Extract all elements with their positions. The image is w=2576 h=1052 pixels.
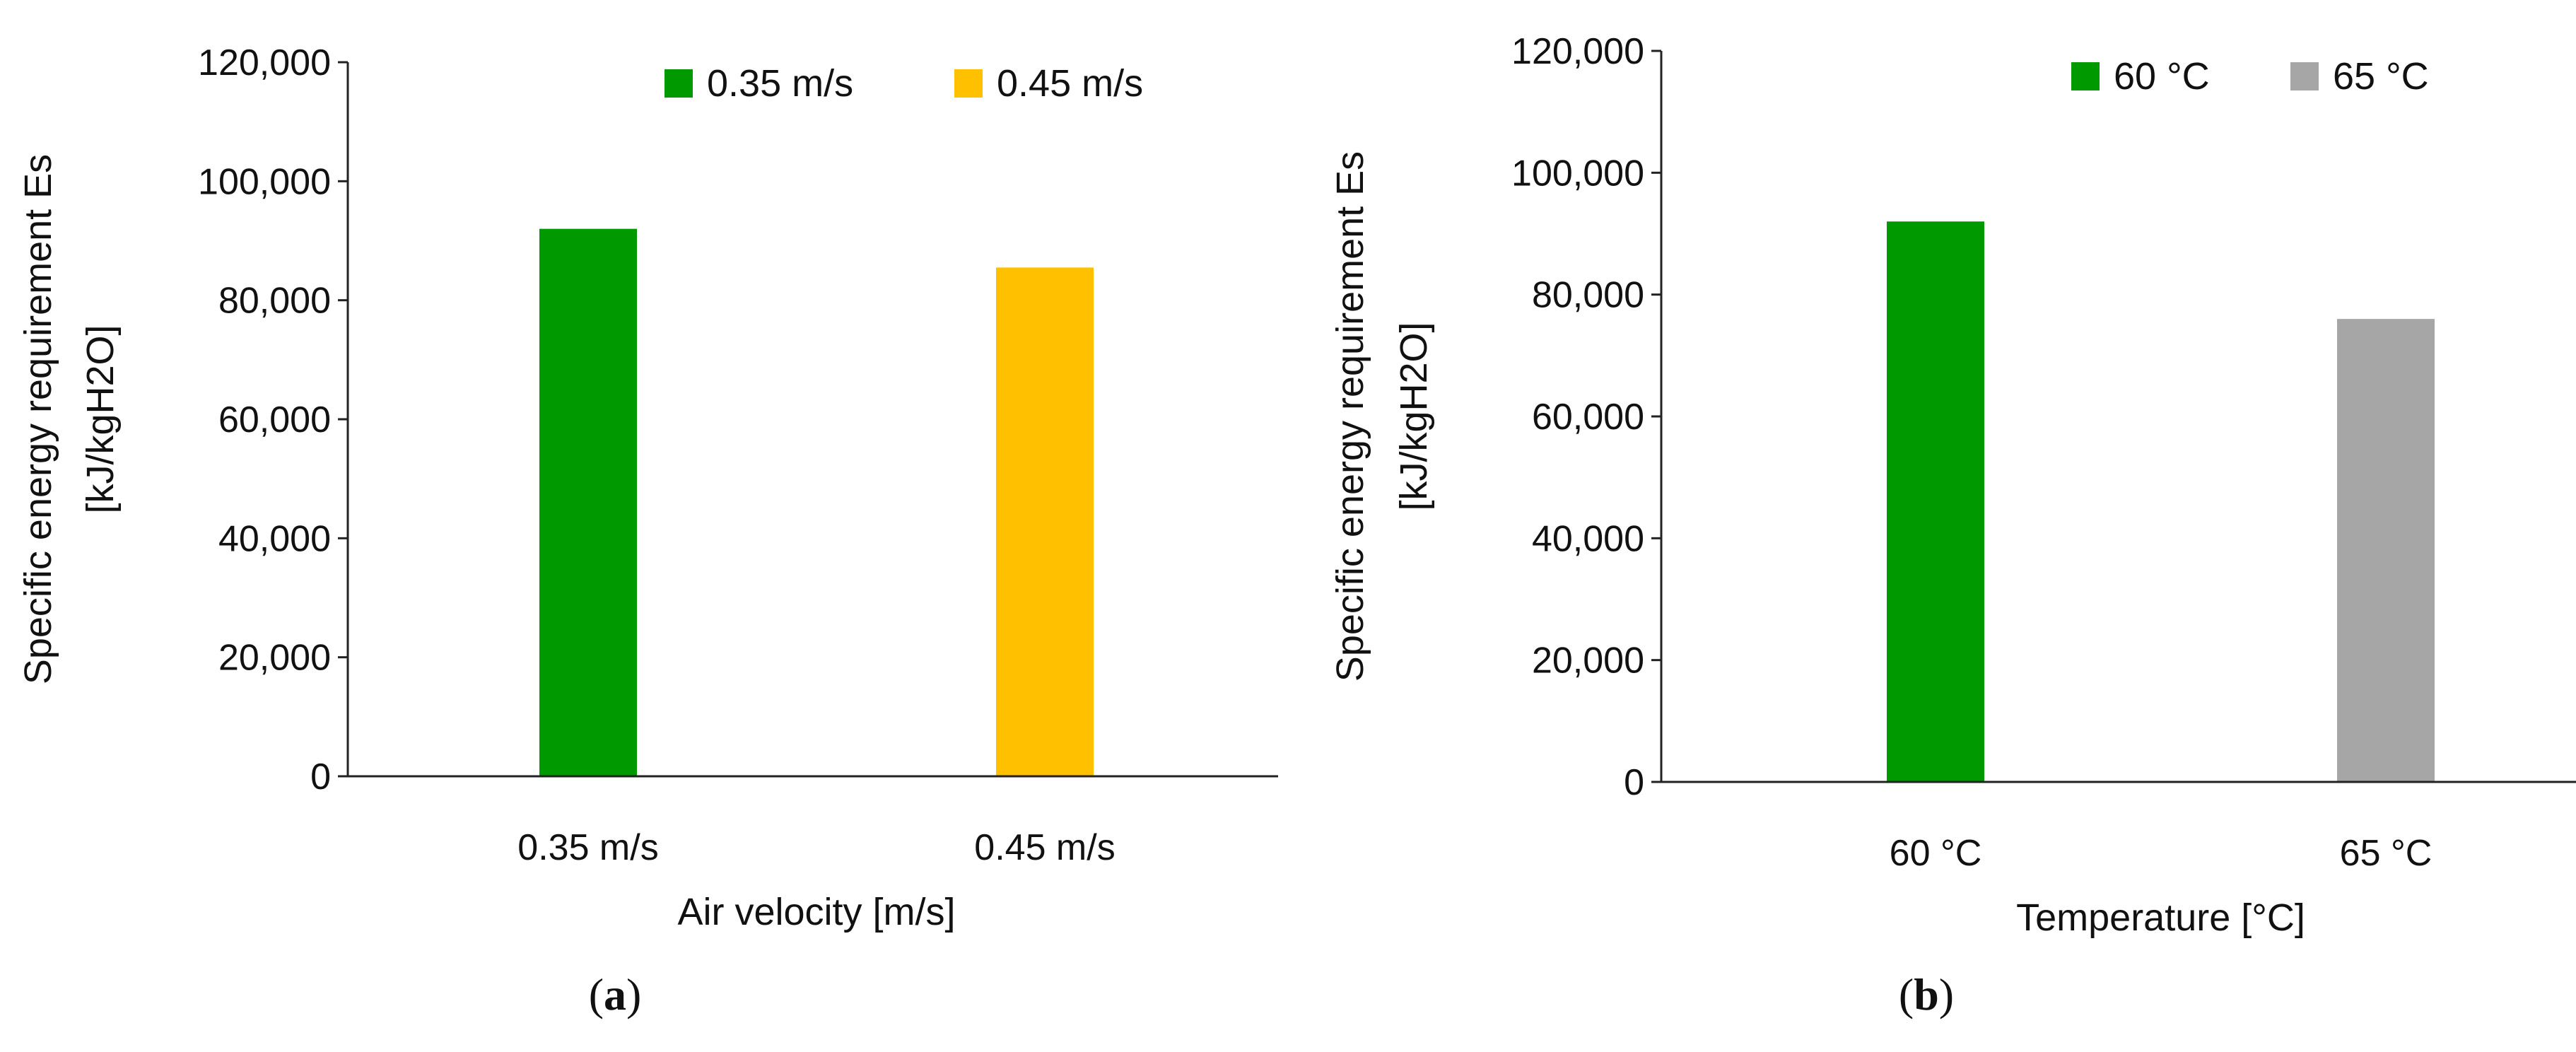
y-axis-title-line-2: [kJ/kgH2O] <box>1393 322 1435 510</box>
x-tick-label: 0.35 m/s <box>517 827 658 868</box>
legend-swatch <box>665 69 693 98</box>
x-tick-labels-b: 60 °C 65 °C <box>1890 833 2432 874</box>
bar <box>2337 319 2435 783</box>
legend-swatch <box>2290 62 2319 90</box>
y-tick-labels-a: 0 20,000 40,000 60,000 80,000 100,000 12… <box>198 42 331 797</box>
y-axis-title-line-1: Specific energy requirement Es <box>1329 151 1371 682</box>
y-axis-title-line-2: [kJ/kgH2O] <box>79 325 122 513</box>
y-tick-label: 0 <box>310 756 331 797</box>
y-tick-marks-a <box>338 61 348 778</box>
legend-swatch <box>2071 62 2100 90</box>
legend-swatch <box>954 69 983 98</box>
chart-panel-b: 0 20,000 40,000 60,000 80,000 100,000 12… <box>1329 31 2576 1019</box>
legend-a: 0.35 m/s 0.45 m/s <box>665 62 1143 105</box>
panel-label-a: (a) <box>589 969 642 1019</box>
legend-label: 65 °C <box>2333 55 2429 98</box>
panel-label-close: ) <box>626 969 641 1019</box>
y-tick-label: 40,000 <box>218 518 331 559</box>
y-tick-label: 120,000 <box>1511 31 1644 72</box>
y-tick-marks-b <box>1651 49 1661 783</box>
chart-panel-a: 0 20,000 40,000 60,000 80,000 100,000 12… <box>17 42 1278 1019</box>
legend-label: 0.35 m/s <box>707 62 853 105</box>
y-tick-label: 100,000 <box>1511 153 1644 194</box>
panel-label-letter: a <box>604 969 626 1019</box>
legend-label: 0.45 m/s <box>997 62 1143 105</box>
y-tick-label: 60,000 <box>218 399 331 440</box>
y-tick-label: 80,000 <box>218 281 331 322</box>
y-axis-title-b: Specific energy requirement Es [kJ/kgH2O… <box>1329 151 1435 682</box>
x-axis-title-a: Air velocity [m/s] <box>677 891 955 933</box>
y-tick-label: 80,000 <box>1532 275 1644 316</box>
y-tick-label: 20,000 <box>218 638 331 679</box>
y-tick-label: 120,000 <box>198 42 331 83</box>
y-tick-label: 20,000 <box>1532 641 1644 682</box>
bar <box>1887 221 1984 782</box>
panel-label-b: (b) <box>1899 969 1954 1019</box>
legend-label: 60 °C <box>2114 55 2210 98</box>
x-tick-labels-a: 0.35 m/s 0.45 m/s <box>517 827 1115 868</box>
panel-label-letter: b <box>1914 969 1939 1019</box>
bars-b <box>1887 221 2435 783</box>
y-tick-labels-b: 0 20,000 40,000 60,000 80,000 100,000 12… <box>1511 31 1644 803</box>
y-axis-title-line-1: Specific energy requirement Es <box>17 154 59 684</box>
x-axis-title-b: Temperature [°C] <box>2016 896 2305 939</box>
bars-a <box>539 228 1094 777</box>
legend-b: 60 °C 65 °C <box>2071 55 2429 98</box>
y-tick-label: 60,000 <box>1532 397 1644 438</box>
bar <box>539 228 637 777</box>
y-axis-title-a: Specific energy requirement Es [kJ/kgH2O… <box>17 154 122 684</box>
x-tick-label: 60 °C <box>1890 833 1982 874</box>
bar <box>996 267 1094 776</box>
panel-label-open: ( <box>1899 969 1914 1019</box>
x-tick-label: 0.45 m/s <box>974 827 1115 868</box>
panel-label-open: ( <box>589 969 604 1019</box>
y-tick-label: 100,000 <box>198 161 331 202</box>
x-tick-label: 65 °C <box>2340 833 2432 874</box>
y-tick-label: 0 <box>1624 762 1644 803</box>
y-tick-label: 40,000 <box>1532 518 1644 559</box>
panel-label-close: ) <box>1939 969 1954 1019</box>
